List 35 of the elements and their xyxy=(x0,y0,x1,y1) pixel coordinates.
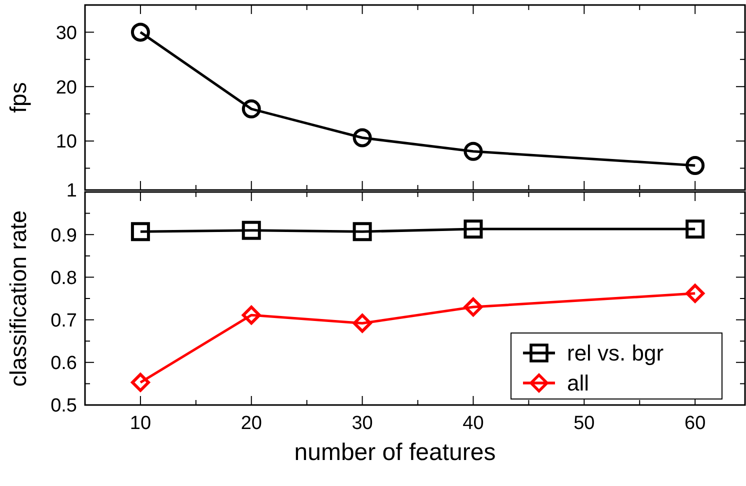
point xyxy=(130,22,150,42)
y-tick-label: 30 xyxy=(56,22,77,44)
y-tick-label: 10 xyxy=(56,132,77,153)
y-tick-label: 0.8 xyxy=(50,268,77,289)
x-tick-label: 20 xyxy=(240,413,262,434)
x-tick-label: 50 xyxy=(574,413,595,434)
point xyxy=(464,142,483,161)
point xyxy=(130,372,150,392)
x-tick-label: 40 xyxy=(462,413,484,434)
point xyxy=(686,220,705,239)
point xyxy=(464,220,483,239)
point xyxy=(686,156,705,176)
y-tick-label: 20 xyxy=(56,77,77,98)
y-tick-label: 0.6 xyxy=(50,353,77,374)
x-axis-title: number of features xyxy=(294,439,496,466)
point xyxy=(242,220,261,240)
point xyxy=(352,222,372,242)
point xyxy=(352,128,372,148)
y-tick-label: 0.9 xyxy=(50,225,77,246)
x-tick-label: 30 xyxy=(352,413,373,434)
y-tick-label: 0.5 xyxy=(50,396,77,417)
y-axis-title: fps xyxy=(5,82,31,113)
x-tick-label: 60 xyxy=(684,413,706,434)
y-axis-title: classification rate xyxy=(5,210,31,387)
legend-label: all xyxy=(567,370,590,396)
point xyxy=(686,284,705,303)
y-tick-label: 0.7 xyxy=(50,310,77,332)
point xyxy=(242,306,261,325)
x-tick-label: 10 xyxy=(130,413,152,434)
point xyxy=(130,222,150,242)
point xyxy=(464,298,483,317)
y-tick-label: 1 xyxy=(66,180,77,202)
legend-label: rel vs. bgr xyxy=(567,340,664,366)
point xyxy=(242,99,261,118)
point xyxy=(352,314,372,333)
